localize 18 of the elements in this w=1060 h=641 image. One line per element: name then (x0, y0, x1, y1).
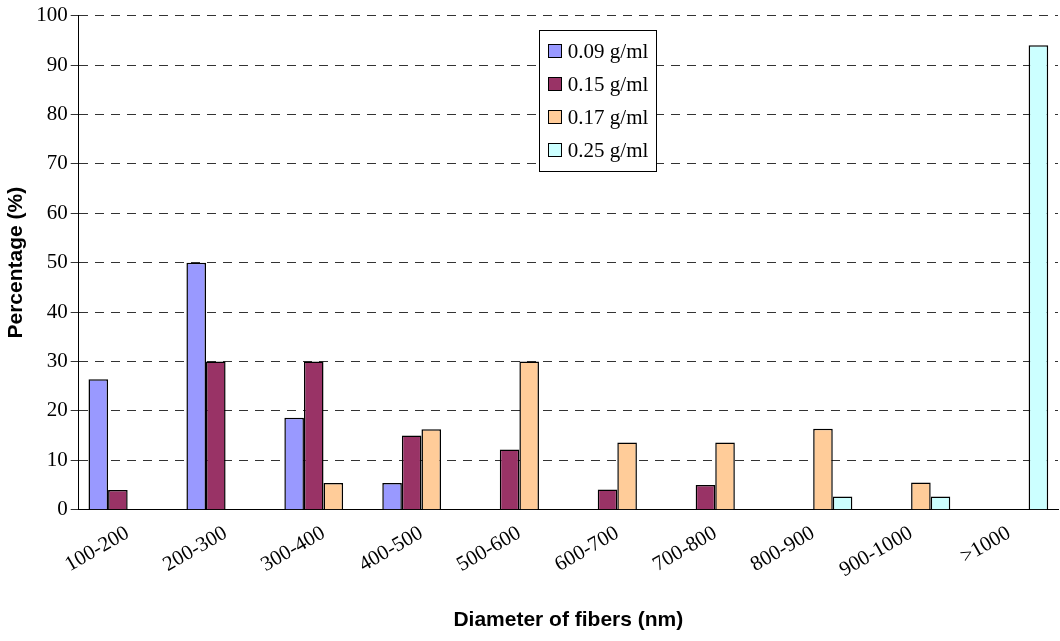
y-tick-label: 90 (46, 51, 68, 76)
y-tick-label: 40 (46, 298, 68, 323)
y-axis-title: Percentage (%) (3, 186, 27, 339)
y-tick-label: 100 (36, 2, 68, 27)
y-tick-label: 70 (46, 150, 68, 175)
legend-label: 0.15 g/ml (567, 71, 649, 97)
y-tick-label: 0 (57, 496, 68, 521)
x-axis-title: Diameter of fibers (nm) (453, 607, 684, 631)
x-tick-label: >1000 (955, 519, 1015, 568)
y-tick-label: 20 (46, 397, 68, 422)
y-tick-label: 60 (46, 199, 68, 224)
legend-label: 0.17 g/ml (567, 104, 649, 130)
y-tick-label: 80 (46, 100, 68, 125)
legend-label: 0.09 g/ml (567, 38, 649, 64)
legend-label: 0.25 g/ml (567, 137, 649, 163)
y-tick-label: 30 (46, 348, 68, 373)
y-tick-label: 50 (46, 249, 68, 274)
y-tick-label: 10 (46, 446, 68, 471)
